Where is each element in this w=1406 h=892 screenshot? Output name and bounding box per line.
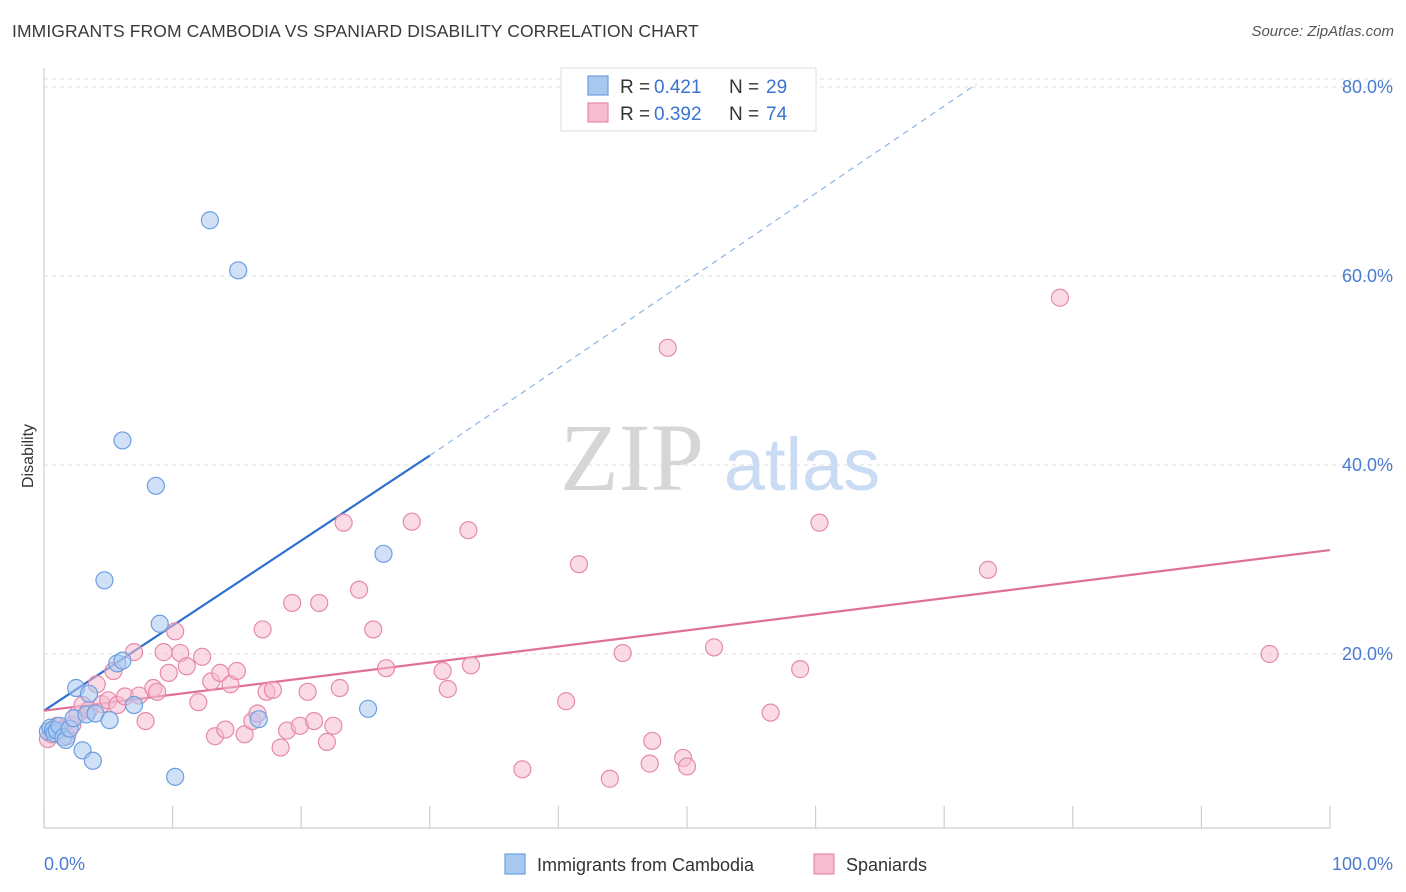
spaniard-point — [461, 656, 481, 675]
spaniard-point — [177, 657, 196, 676]
spaniard-point — [761, 703, 780, 722]
y-tick-label: 20.0% — [1342, 644, 1393, 664]
tick-labels: 20.0% 40.0% 60.0% 80.0% 0.0% 100.0% — [44, 77, 1393, 874]
y-axis-title: Disability — [20, 424, 37, 488]
spaniard-point — [189, 693, 208, 712]
spaniard-point — [148, 682, 167, 701]
spaniard-point — [216, 720, 235, 739]
spaniard-point — [136, 711, 155, 731]
cambodia-point — [100, 711, 119, 730]
spaniard-point — [193, 647, 212, 666]
spaniard-point — [513, 760, 532, 779]
spaniard-point — [334, 513, 353, 532]
legend-r-label-2: R = — [620, 104, 650, 125]
legend-n-label-1: N = — [729, 77, 759, 98]
spaniard-trend-line — [43, 548, 1331, 712]
spaniard-point — [376, 659, 396, 678]
legend-n-label-2: N = — [729, 104, 759, 125]
y-tick-label: 60.0% — [1342, 266, 1393, 286]
bottom-legend-label-cambodia: Immigrants from Cambodia — [537, 855, 755, 875]
spaniard-point — [658, 338, 677, 357]
spaniard-point — [569, 555, 589, 574]
spaniard-point — [640, 754, 659, 773]
data-points — [38, 211, 1279, 788]
cambodia-point — [374, 544, 393, 563]
watermark-zip: ZIP — [560, 404, 704, 511]
bottom-legend-label-spaniards: Spaniards — [846, 855, 927, 875]
cambodia-point — [113, 431, 132, 450]
cambodia-point — [150, 614, 169, 633]
legend-swatch-spaniards — [587, 102, 609, 123]
spaniard-point — [304, 711, 324, 731]
cambodia-point — [358, 699, 378, 718]
legend-r-label-1: R = — [620, 77, 650, 98]
spaniard-point — [557, 692, 576, 711]
spaniard-point — [438, 679, 457, 699]
cambodia-point — [83, 751, 102, 770]
cambodia-point — [95, 571, 114, 590]
y-tick-label: 40.0% — [1342, 455, 1393, 475]
spaniard-point — [159, 663, 178, 683]
legend-n-value-2: 74 — [766, 104, 788, 125]
spaniard-point — [324, 716, 343, 735]
spaniard-point — [227, 661, 246, 681]
cambodia-point — [200, 211, 219, 230]
y-tick-label: 80.0% — [1342, 77, 1393, 97]
cambodia-point — [229, 261, 248, 280]
spaniard-point — [791, 660, 810, 679]
x-tick-label-min: 0.0% — [44, 854, 85, 874]
cambodia-point — [124, 695, 144, 715]
cambodia-point — [146, 476, 165, 495]
spaniard-point — [677, 757, 697, 776]
x-tick-label-max: 100.0% — [1332, 854, 1393, 874]
spaniard-point — [283, 593, 302, 613]
spaniard-point — [154, 643, 173, 662]
chart-source: Source: ZipAtlas.com — [1251, 23, 1394, 40]
spaniard-point — [810, 513, 829, 532]
spaniard-point — [459, 521, 478, 540]
spaniard-point — [643, 731, 662, 751]
cambodia-point — [166, 767, 185, 786]
legend-n-value-1: 29 — [766, 77, 787, 98]
cambodia-point — [79, 684, 99, 703]
spaniard-point — [978, 560, 998, 579]
spaniard-point — [402, 512, 421, 531]
spaniard-point — [330, 678, 349, 698]
legend-swatch-cambodia — [587, 75, 609, 96]
spaniard-point — [349, 580, 369, 599]
spaniard-point — [433, 661, 452, 681]
spaniard-point — [298, 682, 317, 701]
spaniard-point — [704, 638, 724, 657]
spaniard-point — [317, 732, 337, 751]
bottom-legend-swatch-spaniards — [813, 853, 835, 875]
spaniard-point — [1050, 288, 1070, 307]
spaniard-point — [1260, 644, 1279, 664]
legend-box: R = 0.421 N = 29 R = 0.392 N = 74 — [560, 67, 817, 132]
cambodia-point — [249, 710, 268, 729]
spaniard-point — [253, 620, 272, 639]
cambodia-point — [113, 651, 132, 670]
cambodia-trend-extension — [429, 83, 977, 457]
spaniard-point — [271, 738, 290, 757]
chart-title: IMMIGRANTS FROM CAMBODIA VS SPANIARD DIS… — [12, 21, 699, 41]
legend-r-value-1: 0.421 — [654, 77, 702, 98]
spaniard-point — [263, 680, 283, 700]
spaniard-point — [613, 643, 632, 663]
bottom-legend-swatch-cambodia — [504, 853, 526, 875]
spaniard-point — [166, 622, 185, 641]
spaniard-point — [600, 769, 619, 788]
spaniard-point — [310, 593, 329, 613]
bottom-legend: Immigrants from Cambodia Spaniards — [504, 853, 927, 875]
axes — [43, 68, 1331, 829]
spaniard-point — [364, 620, 383, 639]
legend-r-value-2: 0.392 — [654, 104, 702, 125]
watermark-atlas: atlas — [724, 423, 880, 506]
trend-lines — [43, 83, 1331, 712]
